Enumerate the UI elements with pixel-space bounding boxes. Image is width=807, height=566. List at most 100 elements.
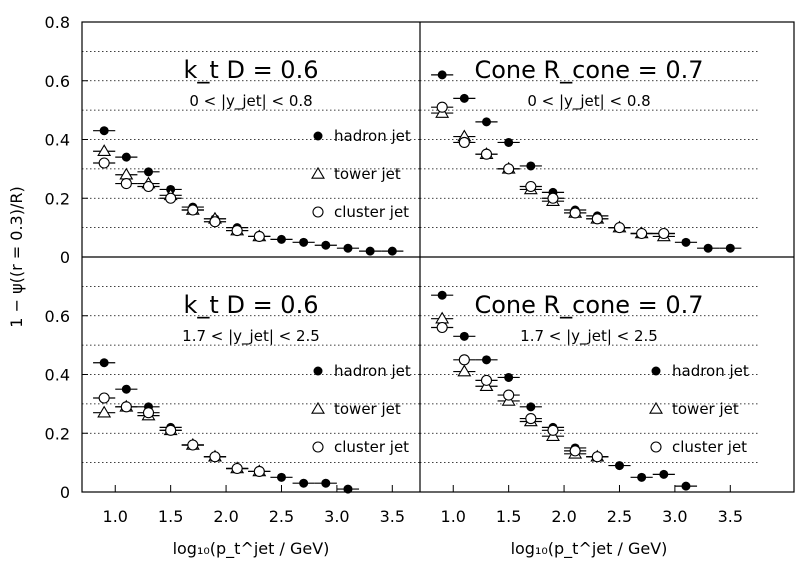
marker-cluster-jet [480, 374, 493, 386]
x-tick-label: 1.0 [103, 507, 128, 526]
marker-hadron-jet [681, 237, 691, 247]
marker-hadron-jet [651, 366, 661, 376]
y-ticks: 0 0.2 0.4 0.6 0.8 0 0.2 0.4 0.6 [45, 13, 88, 502]
marker-hadron-jet [637, 472, 647, 482]
series-cluster-jet [431, 321, 609, 463]
marker-cluster-jet [503, 389, 515, 401]
marker-hadron-jet [313, 366, 323, 376]
marker-cluster-jet [436, 321, 448, 334]
panel-top-left: k_t D = 0.6 0 < |y_jet| < 0.8 hadron jet to… [93, 56, 411, 256]
y-tick-label: 0.2 [45, 424, 70, 443]
marker-cluster-jet [253, 230, 265, 242]
y-tick-label: 0 [60, 248, 70, 267]
marker-hadron-jet [526, 161, 536, 171]
x-tick-label: 3.0 [324, 507, 349, 526]
marker-hadron-jet [143, 167, 153, 177]
marker-cluster-jet [165, 192, 177, 204]
y-tick-label: 0.6 [45, 72, 70, 91]
marker-hadron-jet [504, 137, 514, 147]
marker-tower-jet [649, 401, 663, 414]
panel-title: Cone R_cone = 0.7 [474, 56, 703, 84]
marker-cluster-jet [591, 451, 603, 463]
marker-hadron-jet [387, 246, 397, 256]
series-tower-jet [431, 105, 675, 242]
x-tick-label: 1.5 [158, 507, 183, 526]
marker-hadron-jet [321, 240, 331, 250]
marker-hadron-jet [276, 472, 286, 482]
marker-hadron-jet [343, 484, 353, 494]
marker-hadron-jet [481, 355, 491, 365]
x-axis-label: log₁₀(p_t^jet / GeV) [511, 539, 668, 559]
series-tower-jet [93, 399, 271, 477]
series-tower-jet [93, 144, 271, 242]
x-tick-label: 3.5 [718, 507, 743, 526]
marker-hadron-jet [99, 126, 109, 136]
marker-cluster-jet [525, 180, 537, 193]
marker-hadron-jet [313, 131, 323, 141]
legend-label: tower jet [334, 400, 401, 418]
marker-tower-jet [97, 144, 112, 156]
marker-cluster-jet [547, 192, 559, 204]
marker-cluster-jet [591, 213, 603, 225]
marker-hadron-jet [681, 481, 691, 491]
marker-cluster-jet [312, 441, 324, 453]
marker-cluster-jet [142, 407, 155, 419]
marker-cluster-jet [569, 445, 581, 457]
x-ticks: 1.0 1.5 2.0 2.5 3.0 3.5 1.0 1.5 2.0 2.5 3.0 3.5 [103, 485, 743, 526]
marker-hadron-jet [437, 290, 447, 300]
marker-tower-jet [311, 401, 325, 414]
x-axis-label: log₁₀(p_t^jet / GeV) [173, 539, 330, 559]
marker-hadron-jet [276, 234, 286, 244]
series-hadron-jet [431, 290, 698, 491]
x-tick-label: 2.5 [269, 507, 294, 526]
y-tick-label: 0.4 [45, 366, 70, 385]
marker-cluster-jet [120, 178, 132, 190]
gridlines-bottom-right [420, 285, 758, 464]
panel-bottom-right: Cone R_cone = 0.7 1.7 < |y_jet| < 2.5 hadr… [431, 290, 749, 491]
marker-hadron-jet [437, 70, 447, 80]
marker-cluster-jet [503, 163, 515, 175]
marker-hadron-jet [121, 384, 131, 394]
marker-tower-jet [119, 167, 134, 180]
x-tick-label: 1.0 [441, 507, 466, 526]
marker-hadron-jet [121, 152, 131, 162]
marker-cluster-jet [636, 227, 648, 240]
panel-title: k_t D = 0.6 [184, 291, 319, 319]
marker-hadron-jet [343, 243, 353, 253]
legend-label: hadron jet [334, 362, 411, 380]
legend: hadron jet tower jet cluster jet [649, 362, 749, 456]
legend-label: cluster jet [672, 438, 747, 456]
marker-cluster-jet [142, 180, 155, 193]
panel-rapidity-range: 1.7 < |y_jet| < 2.5 [182, 327, 320, 346]
marker-tower-jet [97, 405, 112, 418]
series-cluster-jet [93, 392, 271, 477]
marker-cluster-jet [120, 401, 132, 413]
marker-cluster-jet [458, 136, 470, 148]
y-tick-label: 0.8 [45, 13, 70, 32]
marker-hadron-jet [659, 469, 669, 479]
marker-cluster-jet [98, 157, 110, 169]
marker-hadron-jet [526, 402, 536, 412]
marker-tower-jet [311, 166, 325, 179]
marker-hadron-jet [321, 478, 331, 488]
marker-hadron-jet [725, 243, 735, 253]
marker-hadron-jet [504, 372, 514, 382]
x-tick-label: 2.0 [551, 507, 576, 526]
marker-hadron-jet [99, 358, 109, 368]
series-cluster-jet [93, 157, 271, 242]
marker-hadron-jet [703, 243, 713, 253]
marker-hadron-jet [614, 461, 624, 471]
legend-label: cluster jet [334, 203, 409, 221]
marker-tower-jet [457, 364, 472, 377]
gridlines-top-right [420, 50, 758, 229]
marker-cluster-jet [480, 148, 493, 160]
gridlines-bottom-left [82, 285, 420, 464]
gridlines-top-left [82, 50, 420, 229]
x-tick-label: 2.5 [607, 507, 632, 526]
panel-top-right: Cone R_cone = 0.7 0 < |y_jet| < 0.8 [431, 56, 742, 253]
marker-cluster-jet [165, 424, 177, 436]
legend: hadron jet tower jet cluster jet [311, 362, 411, 456]
marker-hadron-jet [299, 478, 309, 488]
